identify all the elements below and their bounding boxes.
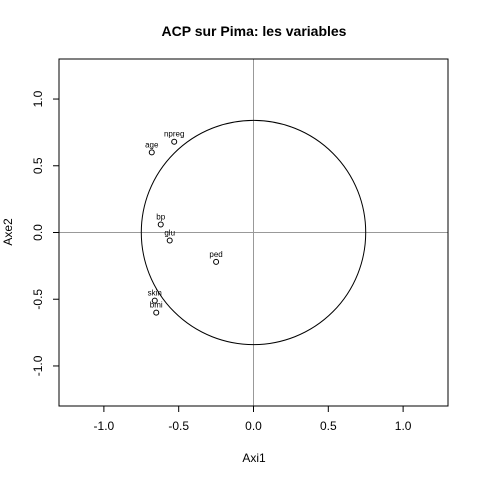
plot-area: npreg age bp glu ped skin bmi — [59, 59, 448, 406]
point-npreg — [171, 138, 178, 145]
y-axis-label: Axe2 — [1, 218, 15, 246]
point-age — [148, 149, 155, 156]
point-label-skin: skin — [148, 289, 162, 298]
x-axis: -1.0 -0.5 0.0 0.5 1.0 — [94, 406, 412, 433]
point-label-npreg: npreg — [164, 130, 184, 139]
point-ped — [213, 258, 220, 265]
x-tick-label: -1.0 — [94, 419, 115, 433]
x-tick-label: -0.5 — [168, 419, 189, 433]
y-tick-label: -0.5 — [31, 289, 45, 310]
point-label-age: age — [145, 140, 159, 149]
y-axis: -1.0 -0.5 0.0 0.5 1.0 — [31, 90, 59, 376]
y-tick-label: 0.0 — [31, 224, 45, 241]
point-glu — [166, 237, 173, 244]
x-tick-label: 1.0 — [395, 419, 412, 433]
y-tick-label: 1.0 — [31, 90, 45, 107]
x-tick-label: 0.5 — [320, 419, 337, 433]
y-tick-label: 0.5 — [31, 157, 45, 174]
x-tick-label: 0.0 — [245, 419, 262, 433]
point-label-bp: bp — [156, 212, 165, 221]
correlation-circle — [140, 119, 367, 346]
point-bmi — [153, 309, 160, 316]
point-label-bmi: bmi — [150, 301, 163, 310]
point-bp — [157, 221, 164, 228]
y-tick-label: -1.0 — [31, 355, 45, 376]
point-label-glu: glu — [164, 229, 175, 238]
x-axis-label: Axi1 — [242, 451, 266, 465]
point-skin — [151, 297, 158, 304]
chart-title: ACP sur Pima: les variables — [162, 23, 347, 39]
point-label-ped: ped — [209, 250, 222, 259]
